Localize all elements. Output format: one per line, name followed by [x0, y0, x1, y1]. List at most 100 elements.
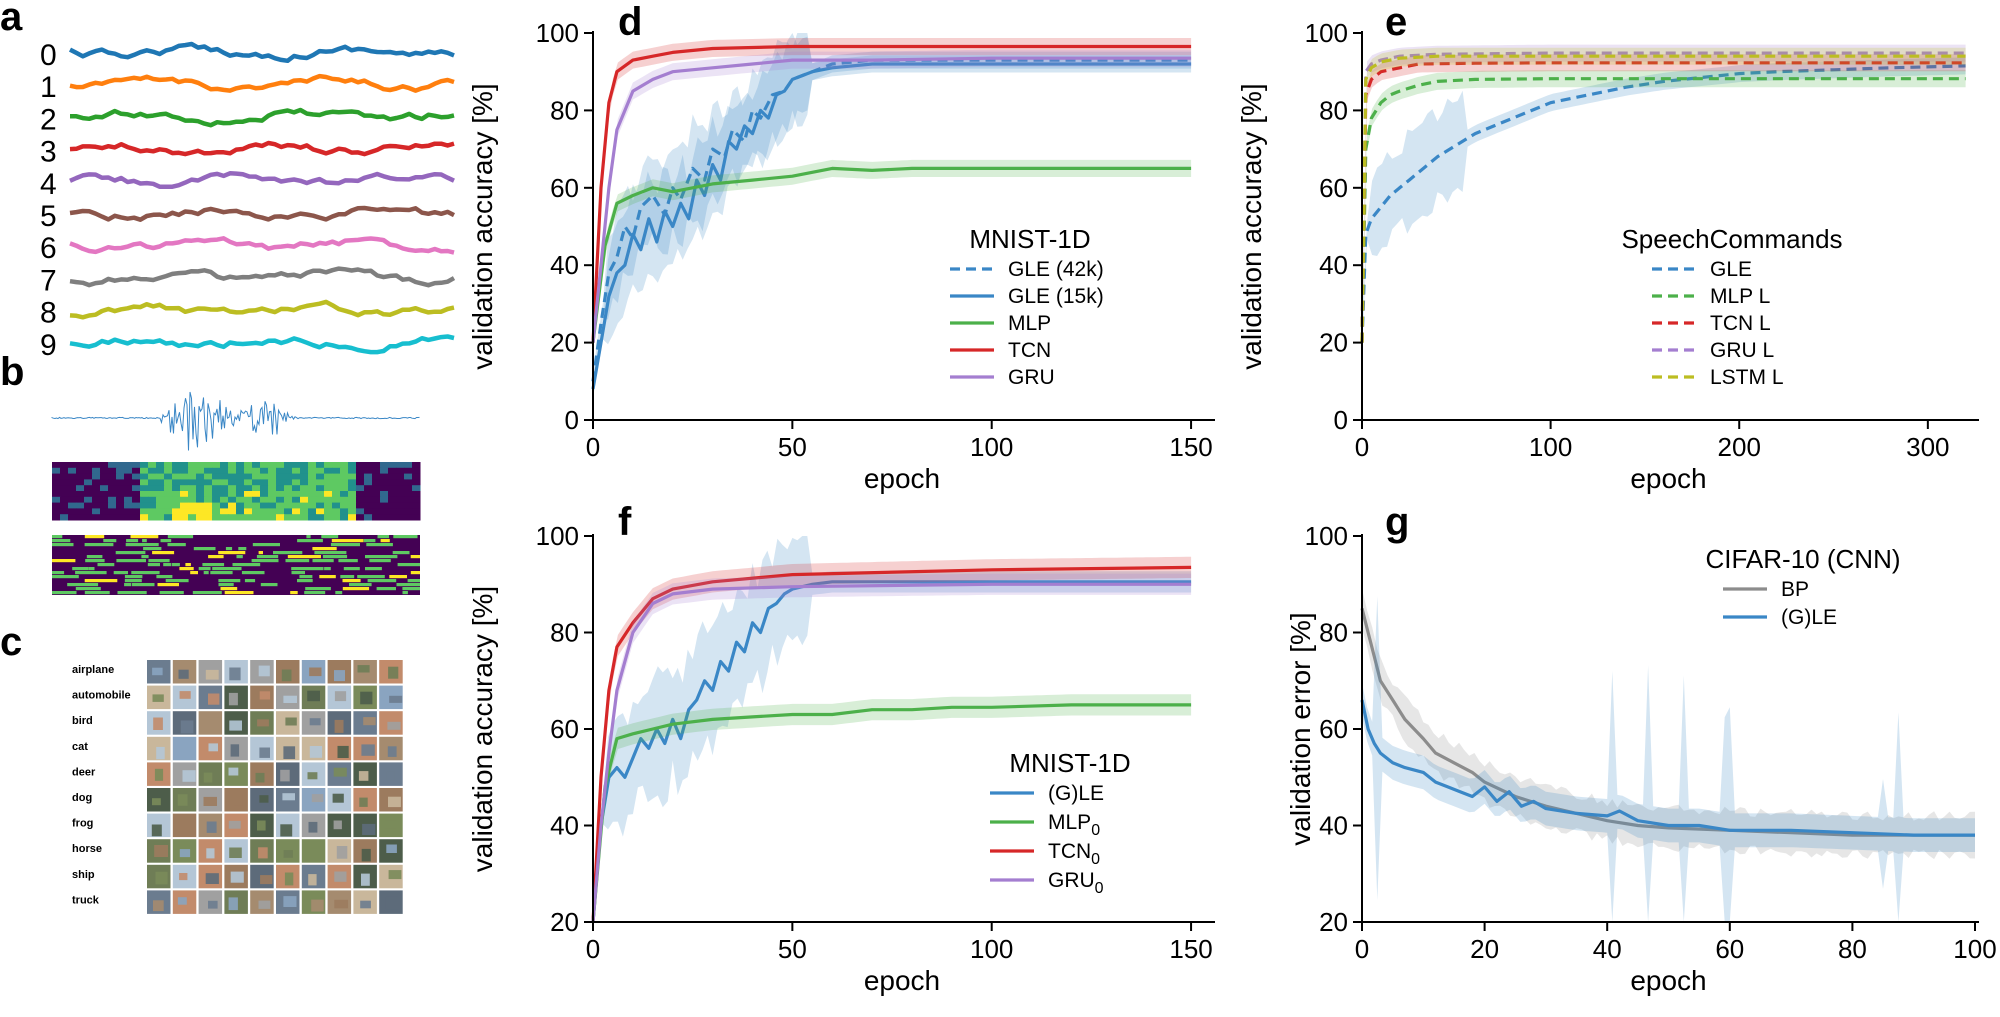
spike-segment: [314, 551, 347, 555]
digit-label-3: 3: [40, 136, 57, 169]
spectrogram-cell: [412, 508, 421, 515]
spectrogram-cell: [52, 473, 61, 480]
cifar-thumbnail-detail: [203, 772, 213, 783]
spectrogram-cell: [116, 502, 125, 509]
spectrogram-cell: [132, 485, 141, 492]
spectrogram-cell: [292, 491, 301, 498]
cifar-thumbnail-detail: [205, 873, 219, 884]
spectrogram-cell: [124, 496, 133, 504]
spike-segment: [335, 591, 343, 595]
spectrogram-cell: [324, 479, 333, 486]
spectrogram-cell: [380, 485, 389, 492]
cifar-thumbnail-detail: [280, 824, 293, 837]
cifar-thumbnail-detail: [285, 717, 297, 726]
spectrogram-cell: [332, 496, 341, 504]
spectrogram-cell: [196, 485, 205, 492]
spectrogram-cell: [244, 514, 253, 521]
cifar-thumbnail-detail: [234, 793, 243, 806]
x-tick-label-f: 100: [970, 934, 1013, 964]
spectrogram-cell: [380, 479, 389, 486]
line-d-mlp: [591, 166, 1192, 343]
cifar-thumbnail-detail: [179, 849, 191, 858]
spike-segment: [218, 583, 234, 587]
spectrogram-cell: [324, 496, 333, 504]
spectrogram-cell: [76, 473, 85, 480]
spike-segment: [167, 543, 186, 547]
spectrogram-cell: [236, 485, 245, 492]
spectrogram-cell: [284, 491, 293, 498]
spectrogram-cell: [108, 491, 117, 498]
spectrogram-cell: [268, 462, 277, 469]
spectrogram-cell: [244, 473, 253, 480]
band-e-gle: [1362, 57, 1966, 352]
spectrogram-cell: [244, 479, 253, 486]
spike-segment: [369, 559, 391, 563]
spectrogram-cell: [84, 502, 93, 509]
spectrogram-cell: [292, 508, 301, 515]
spike-segment: [402, 591, 408, 595]
spectrogram-cell: [300, 462, 309, 469]
spectrogram-cell: [132, 508, 141, 515]
spectrogram-cell: [68, 479, 77, 486]
spectrogram-cell: [108, 467, 117, 475]
cifar-thumbnail-detail: [260, 875, 273, 885]
spectrogram-cell: [332, 491, 341, 498]
spectrogram-cell: [180, 514, 189, 521]
spectrogram-cell: [180, 479, 189, 486]
spectrogram-cell: [372, 514, 381, 521]
legend-label-f: MLP0: [1048, 811, 1100, 839]
spectrogram-cell: [68, 514, 77, 521]
spike-segment: [389, 575, 407, 579]
spectrogram-cell: [228, 467, 237, 475]
cifar-thumbnail-detail: [358, 771, 369, 781]
spectrogram-cell: [348, 514, 357, 521]
spectrogram-cell: [52, 496, 61, 504]
spectrogram-cell: [284, 508, 293, 515]
spectrogram-cell: [300, 496, 309, 504]
y-tick-label-d: 0: [565, 405, 579, 435]
spike-segment: [52, 591, 77, 595]
spectrogram-cell: [316, 473, 325, 480]
spectrogram-cell: [364, 491, 373, 498]
spectrogram-cell: [172, 514, 181, 521]
spectrogram-cell: [156, 514, 165, 521]
spectrogram-cell: [388, 491, 397, 498]
spectrogram-cell: [52, 462, 61, 469]
spectrogram-cell: [372, 479, 381, 486]
cifar-thumbnail-detail: [388, 870, 402, 880]
spectrogram-cell: [316, 508, 325, 515]
spectrogram-cell: [276, 467, 285, 475]
cifar-thumbnail-detail: [228, 767, 239, 776]
cifar-thumbnail-detail: [333, 767, 347, 777]
spike-segment: [330, 543, 360, 547]
spectrogram-cell: [388, 508, 397, 515]
spectrogram-cell: [148, 514, 157, 521]
spectrogram-cell: [140, 508, 149, 515]
spectrogram-cell: [116, 514, 125, 521]
spectrogram-cell: [364, 485, 373, 492]
legend-title-f: MNIST-1D: [1009, 748, 1130, 778]
spike-segment: [125, 543, 159, 547]
cifar-thumbnail-detail: [229, 847, 242, 858]
spectrogram-cell: [60, 502, 69, 509]
digit-label-6: 6: [40, 232, 57, 265]
spectrogram-cell: [92, 485, 101, 492]
spectrogram-cell: [180, 473, 189, 480]
spectrogram-cell: [164, 467, 173, 475]
spectrogram-cell: [108, 485, 117, 492]
spectrogram-cell: [284, 462, 293, 469]
spectrogram-cell: [396, 508, 405, 515]
spectrogram-cell: [316, 491, 325, 498]
legend-label-f: GRU0: [1048, 869, 1104, 897]
spectrogram-cell: [380, 508, 389, 515]
cifar-thumbnail-detail: [177, 794, 188, 806]
spectrogram-cell: [92, 462, 101, 469]
spectrogram-cell: [124, 462, 133, 469]
spectrogram-cell: [324, 462, 333, 469]
line-d-gle-42k-: [591, 58, 1192, 382]
spike-segment: [103, 539, 117, 543]
spike-segment: [124, 575, 143, 579]
digit-label-2: 2: [40, 103, 57, 136]
spike-segment: [210, 571, 233, 575]
spike-segment: [365, 567, 382, 571]
